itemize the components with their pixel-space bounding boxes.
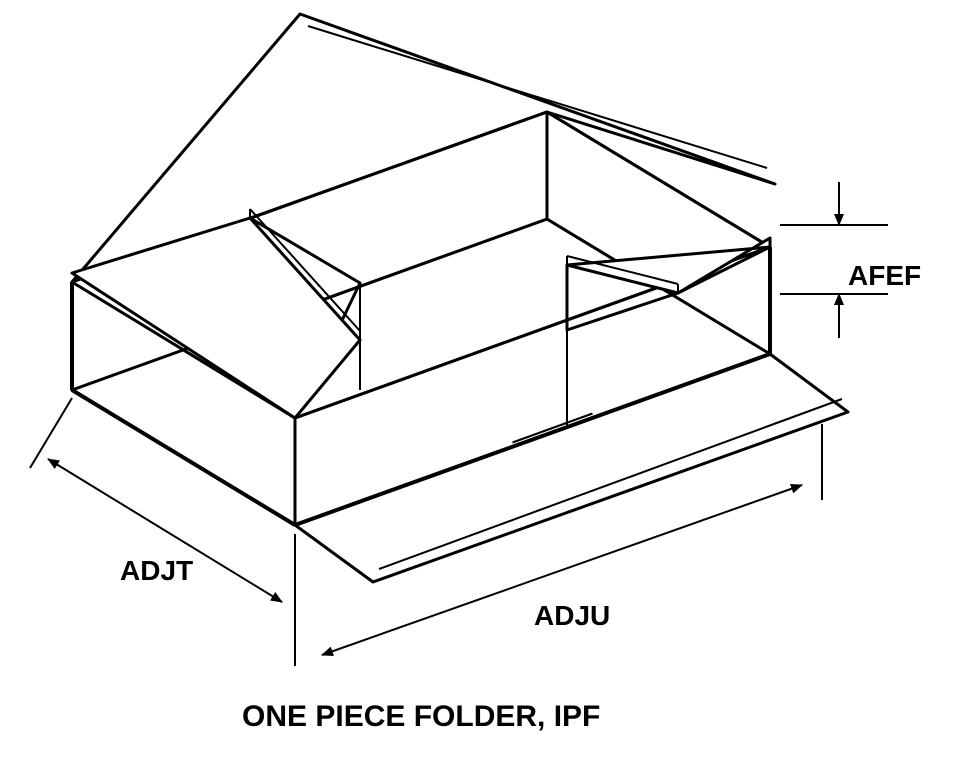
dimension-label-height: AFEF xyxy=(848,260,921,292)
dimension-label-length: ADJU xyxy=(534,600,610,632)
dimension-label-width: ADJT xyxy=(120,555,193,587)
folder-diagram xyxy=(0,0,964,781)
diagram-caption: ONE PIECE FOLDER, IPF xyxy=(242,700,600,734)
